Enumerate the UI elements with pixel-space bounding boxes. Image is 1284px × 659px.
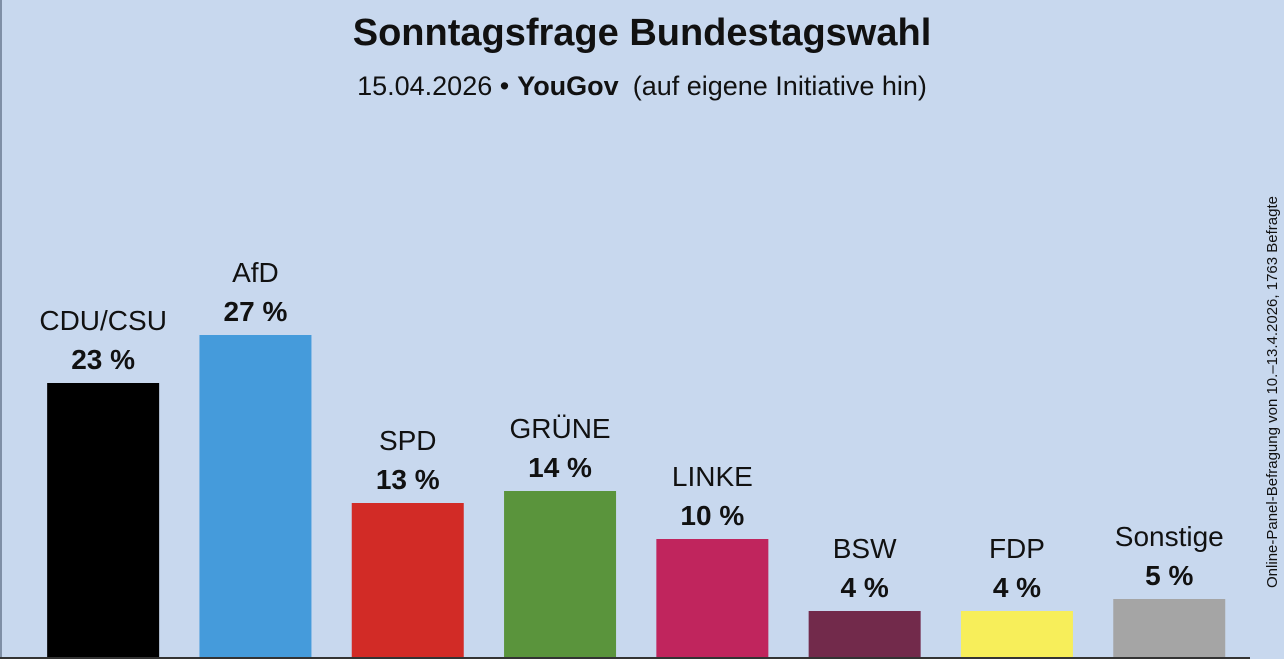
chart-title: Sonntagsfrage Bundestagswahl (353, 12, 932, 54)
bar (960, 611, 1073, 659)
value-label: 23 % (71, 344, 135, 375)
value-label: 14 % (528, 452, 592, 483)
subtitle-note: (auf eigene Initiative hin) (633, 71, 927, 101)
bar (656, 539, 769, 659)
value-label: 27 % (224, 296, 288, 327)
subtitle-source: YouGov (517, 71, 619, 101)
bar (1113, 599, 1226, 659)
subtitle-date: 15.04.2026 • (357, 71, 509, 101)
value-label: 5 % (1145, 560, 1193, 591)
chart-subtitle: 15.04.2026 • YouGov (auf eigene Initiative… (357, 71, 927, 101)
value-label: 4 % (841, 572, 889, 603)
bar (47, 383, 160, 659)
value-label: 10 % (680, 500, 744, 531)
value-label: 13 % (376, 464, 440, 495)
bar (351, 503, 464, 659)
category-label: GRÜNE (509, 413, 610, 444)
category-label: AfD (232, 257, 279, 288)
value-label: 4 % (993, 572, 1041, 603)
bar (808, 611, 921, 659)
side-note: Online-Panel-Befragung von 10.–13.4.2026… (1264, 196, 1281, 588)
category-label: Sonstige (1115, 521, 1224, 552)
category-label: SPD (379, 425, 437, 456)
bar (504, 491, 617, 659)
category-label: BSW (833, 533, 897, 564)
category-label: FDP (989, 533, 1045, 564)
category-label: LINKE (672, 461, 753, 492)
category-label: CDU/CSU (39, 305, 167, 336)
bar (199, 335, 312, 659)
